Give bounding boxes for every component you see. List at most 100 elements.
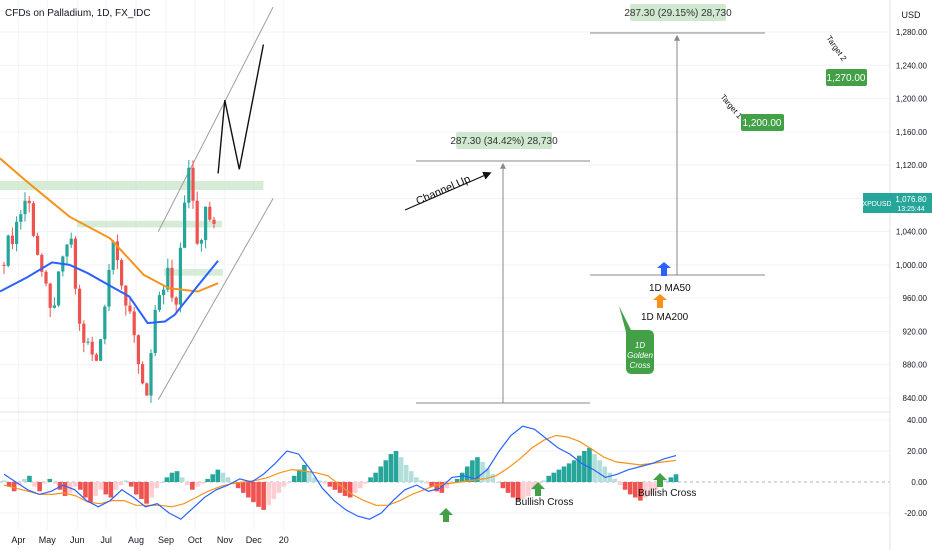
histogram-bar: [281, 482, 287, 487]
histogram-bar: [169, 472, 175, 482]
candle-body: [162, 289, 166, 296]
svg-text:287.30 (34.42%) 28,730: 287.30 (34.42%) 28,730: [450, 136, 558, 147]
ticker-label: XPDUSD: [862, 201, 891, 208]
candle-body: [52, 305, 56, 308]
candle-body: [178, 247, 182, 305]
candle-body: [128, 305, 132, 312]
candle-body: [195, 200, 199, 244]
candle-body: [183, 202, 187, 248]
time-tick-label: Sep: [158, 535, 174, 545]
candle-body: [199, 240, 203, 244]
ma50-annotation: 1D MA50: [649, 262, 691, 294]
price-tick-label: 1,200.00: [896, 95, 928, 104]
ma50-line: [0, 260, 219, 325]
candle-body: [36, 235, 40, 255]
candle-body: [136, 335, 140, 365]
histogram-bar: [22, 478, 27, 482]
channel-up-label: Channel Up: [414, 173, 472, 208]
candle-body: [120, 260, 124, 286]
svg-text:287.30 (29.15%) 28,730: 287.30 (29.15%) 28,730: [624, 8, 732, 19]
histogram-bar: [327, 482, 333, 487]
histogram-bar: [414, 477, 419, 482]
histogram-bar: [159, 482, 165, 483]
histogram-bar: [312, 477, 317, 482]
currency-label[interactable]: USD: [901, 10, 921, 20]
candle-body: [170, 267, 174, 298]
time-tick-label: Dec: [246, 535, 263, 545]
histogram-bar: [383, 460, 389, 482]
histogram-bar: [673, 474, 679, 482]
price-tick-label: 1,240.00: [896, 61, 928, 70]
candle-body: [111, 241, 115, 270]
price-tick-label: 840.00: [903, 394, 928, 403]
histogram-bar: [643, 482, 648, 498]
candle-body: [132, 311, 136, 336]
candle-body: [191, 167, 195, 201]
target-1-label: Target 1: [718, 93, 744, 121]
price-zone: [77, 220, 222, 228]
candle-body: [40, 254, 44, 272]
histogram-bar: [123, 480, 129, 482]
candle-body: [82, 323, 86, 343]
macd-histogram: [1, 447, 679, 510]
price-tick-label: 1,040.00: [896, 228, 928, 237]
grid-lines: [0, 0, 890, 530]
histogram-bar: [668, 477, 674, 482]
histogram-bar: [515, 482, 521, 501]
histogram-bar: [352, 482, 358, 493]
time-tick-label: Aug: [128, 535, 144, 545]
histogram-bar: [520, 482, 526, 500]
time-axis[interactable]: Apr May Jun Jul Aug Sep Oct Nov Dec 20: [11, 535, 288, 545]
histogram-bar: [505, 482, 511, 493]
time-tick-label: 20: [279, 535, 289, 545]
last-price: 1,076.80: [895, 195, 927, 204]
macd-tick-label: -20.00: [904, 509, 927, 518]
histogram-bar: [205, 478, 210, 482]
candle-body: [23, 200, 27, 215]
histogram-bar: [261, 482, 266, 510]
golden-cross-callout: 1D Golden Cross: [619, 306, 654, 374]
histogram-bar: [88, 482, 93, 503]
histogram-bar: [475, 457, 480, 482]
macd-line: [3, 425, 677, 520]
time-tick-label: Jul: [100, 535, 112, 545]
candle-body: [27, 200, 31, 204]
histogram-bar: [454, 478, 460, 482]
histogram-bar: [266, 482, 272, 506]
target-1-price-badge: 1,200.00: [741, 114, 784, 131]
histogram-bar: [235, 482, 241, 489]
histogram-bar: [541, 480, 546, 482]
histogram-bar: [11, 482, 17, 492]
histogram-bar: [556, 469, 562, 482]
histogram-bar: [179, 477, 185, 482]
price-tick-label: 1,000.00: [896, 261, 928, 270]
candle-body: [86, 341, 90, 343]
channel-lower-line: [157, 198, 274, 400]
histogram-bar: [398, 457, 404, 482]
price-scale[interactable]: 840.00 880.00 920.00 960.00 1,000.00 1,040.00…: [889, 0, 932, 550]
time-tick-label: Oct: [188, 535, 203, 545]
histogram-bar: [500, 482, 506, 489]
histogram-bar: [1, 480, 7, 482]
histogram-bar: [602, 466, 608, 482]
histogram-bar: [302, 464, 307, 482]
histogram-bar: [149, 482, 154, 498]
candle-body: [90, 341, 94, 355]
price-tick-label: 1,120.00: [896, 161, 928, 170]
price-tick-label: 1,280.00: [896, 28, 928, 37]
macd-tick-label: 0.00: [911, 478, 927, 487]
histogram-bar: [225, 477, 231, 482]
svg-text:1,270.00: 1,270.00: [827, 73, 866, 84]
histogram-bar: [291, 475, 297, 482]
histogram-bar: [307, 471, 312, 482]
histogram-bar: [648, 482, 653, 495]
histogram-bar: [627, 482, 633, 495]
histogram-bar: [134, 482, 139, 495]
candle-body: [44, 271, 48, 284]
histogram-bar: [485, 468, 490, 482]
histogram-bar: [363, 482, 368, 484]
candle-body: [57, 271, 61, 306]
histogram-bar: [93, 482, 98, 496]
histogram-bar: [296, 469, 302, 482]
